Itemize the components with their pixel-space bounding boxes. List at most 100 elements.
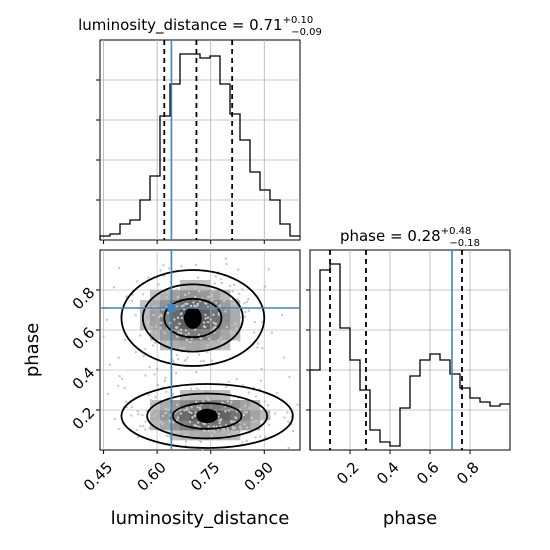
sample-point — [243, 315, 247, 318]
panel-title: luminosity_distance = 0.71+0.10 −0.09 — [78, 15, 322, 38]
density-cell — [140, 320, 151, 331]
sample-point — [273, 412, 277, 415]
sample-point — [203, 429, 206, 433]
sample-point — [215, 301, 218, 304]
sample-point — [179, 412, 183, 415]
sample-point — [205, 302, 208, 305]
sample-point — [154, 325, 158, 328]
truth-lines — [100, 250, 300, 450]
sample-point — [180, 312, 183, 315]
density-cell — [230, 400, 241, 411]
sample-point — [256, 342, 260, 345]
sample-point — [226, 400, 230, 403]
sample-point — [158, 315, 161, 319]
sample-point — [195, 387, 199, 390]
contour — [163, 297, 223, 339]
sample-point — [176, 357, 180, 361]
sample-point — [245, 411, 249, 414]
sample-point — [224, 385, 228, 389]
sample-point — [206, 350, 209, 354]
x-tick-label: 0.6 — [413, 458, 443, 488]
sample-point — [220, 281, 224, 285]
sample-point — [247, 391, 251, 394]
sample-point — [245, 300, 249, 304]
sample-point — [282, 356, 286, 359]
sample-point — [139, 425, 142, 428]
density-cell — [230, 320, 241, 331]
sample-point — [207, 337, 211, 341]
sample-point — [171, 393, 175, 396]
density-cell — [220, 310, 231, 321]
sample-point — [185, 338, 189, 342]
sample-point — [165, 390, 168, 393]
sample-point — [198, 289, 201, 293]
sample-point — [260, 320, 264, 324]
sample-point — [147, 276, 150, 279]
sample-point — [241, 441, 244, 444]
title-plus: +0.48 — [441, 226, 472, 237]
sample-point — [197, 388, 201, 392]
y-axis-label: phase — [22, 323, 43, 377]
sample-point — [193, 287, 196, 291]
sample-point — [206, 316, 210, 319]
sample-point — [224, 410, 227, 413]
density-cell — [210, 430, 221, 441]
sample-point — [287, 420, 290, 423]
title-plus: +0.10 — [283, 15, 314, 26]
sample-point — [261, 418, 264, 422]
sample-point — [172, 421, 175, 424]
sample-point — [193, 284, 197, 288]
sample-point — [179, 280, 182, 283]
density-cell — [190, 330, 201, 341]
density-cell — [160, 420, 171, 431]
sample-point — [210, 293, 214, 296]
title-eq: = — [385, 227, 407, 245]
title-param: luminosity_distance — [78, 16, 227, 35]
sample-point — [153, 373, 156, 376]
sample-point — [254, 395, 258, 398]
sample-point — [197, 353, 201, 356]
sample-point — [136, 436, 140, 439]
sample-point — [275, 392, 279, 395]
density-cell — [210, 340, 221, 351]
sample-point — [217, 412, 221, 416]
sample-point — [254, 436, 257, 439]
sample-point — [180, 316, 184, 320]
density-cell — [190, 400, 201, 411]
sample-point — [228, 284, 232, 288]
x-tick-label: 0.45 — [80, 458, 116, 494]
sample-point — [247, 297, 250, 301]
sample-point — [263, 400, 266, 403]
sample-point — [243, 423, 246, 426]
sample-point — [212, 425, 215, 428]
density-cell — [200, 390, 211, 401]
sample-point — [162, 263, 165, 267]
density-cell — [190, 430, 201, 441]
sample-point — [239, 316, 242, 319]
sample-point — [134, 314, 137, 317]
sample-point — [141, 293, 145, 296]
sample-point — [225, 262, 228, 266]
sample-point — [180, 265, 183, 268]
sample-point — [154, 395, 157, 399]
sample-point — [190, 411, 193, 415]
sample-point — [198, 406, 202, 409]
density-cell — [170, 410, 181, 421]
sample-point — [189, 304, 193, 308]
sample-point — [185, 407, 188, 410]
sample-point — [232, 427, 235, 430]
sample-point — [197, 333, 201, 337]
sample-point — [198, 299, 202, 303]
sample-point — [190, 406, 193, 409]
sample-point — [123, 338, 127, 341]
density-cell — [160, 320, 171, 331]
sample-point — [206, 396, 209, 400]
sample-point — [175, 305, 178, 308]
density-cell — [180, 400, 191, 411]
sample-point — [159, 269, 162, 272]
sample-point — [148, 365, 151, 369]
sample-point — [184, 440, 188, 443]
density-cell — [160, 300, 171, 311]
sample-point — [152, 414, 156, 418]
